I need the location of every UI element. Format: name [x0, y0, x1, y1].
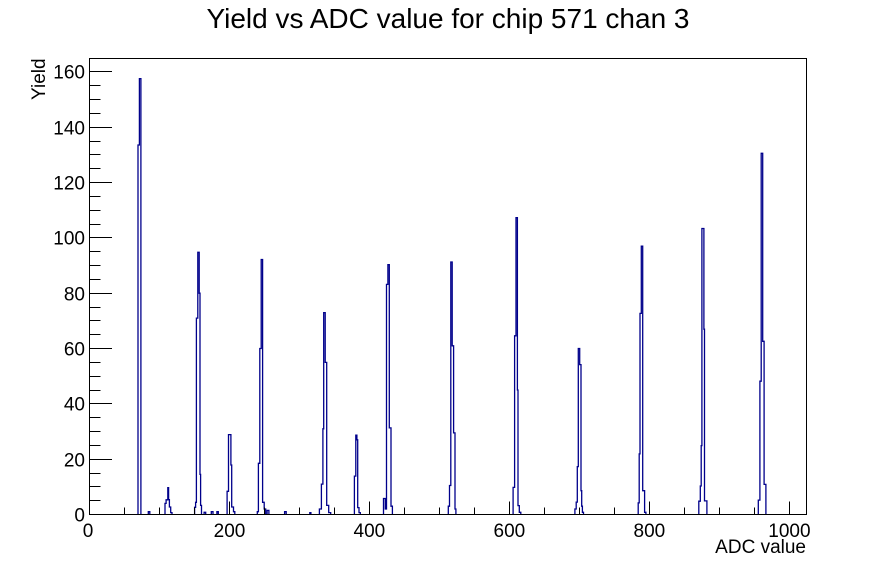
svg-text:400: 400 — [354, 521, 386, 542]
svg-text:160: 160 — [53, 62, 85, 83]
svg-text:0: 0 — [83, 521, 94, 542]
svg-text:1000: 1000 — [768, 521, 810, 542]
svg-text:140: 140 — [53, 118, 85, 139]
svg-text:20: 20 — [64, 450, 85, 471]
svg-text:120: 120 — [53, 173, 85, 194]
svg-text:0: 0 — [74, 505, 85, 526]
svg-text:800: 800 — [634, 521, 666, 542]
svg-text:600: 600 — [494, 521, 526, 542]
svg-text:80: 80 — [64, 284, 85, 305]
svg-text:200: 200 — [214, 521, 246, 542]
svg-text:ADC value: ADC value — [715, 537, 806, 558]
svg-text:40: 40 — [64, 394, 85, 415]
svg-text:Yield vs ADC value for chip 57: Yield vs ADC value for chip 571 chan 3 — [206, 3, 689, 34]
svg-text:100: 100 — [53, 228, 85, 249]
svg-text:Yield: Yield — [29, 58, 50, 100]
svg-text:60: 60 — [64, 339, 85, 360]
